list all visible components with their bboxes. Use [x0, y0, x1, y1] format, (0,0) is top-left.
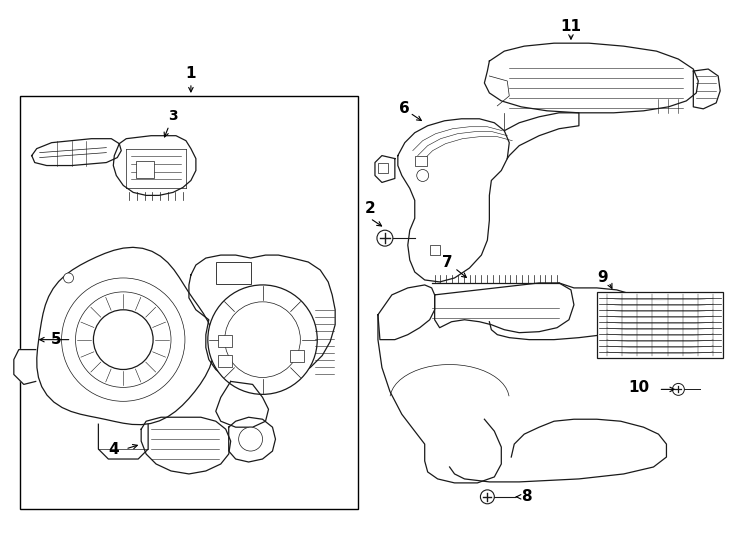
- Circle shape: [64, 273, 73, 283]
- Polygon shape: [98, 424, 148, 459]
- Text: 1: 1: [186, 65, 196, 80]
- Polygon shape: [435, 283, 574, 333]
- Polygon shape: [504, 113, 579, 159]
- Polygon shape: [229, 417, 275, 462]
- Polygon shape: [141, 417, 230, 474]
- Bar: [291, 349, 305, 361]
- Circle shape: [377, 230, 393, 246]
- Circle shape: [62, 278, 185, 401]
- Circle shape: [672, 383, 684, 395]
- Text: 2: 2: [365, 201, 375, 216]
- Polygon shape: [694, 69, 720, 109]
- Polygon shape: [378, 315, 501, 483]
- Bar: [20, 96, 358, 509]
- Text: 8: 8: [521, 489, 532, 504]
- Text: 4: 4: [108, 442, 119, 457]
- Text: 9: 9: [597, 271, 608, 286]
- Text: 11: 11: [561, 19, 581, 34]
- Polygon shape: [490, 283, 647, 340]
- Polygon shape: [378, 285, 435, 340]
- Text: 5: 5: [51, 332, 62, 347]
- Circle shape: [225, 302, 300, 377]
- Bar: [216, 262, 250, 284]
- Circle shape: [481, 490, 494, 504]
- Polygon shape: [189, 255, 335, 384]
- Polygon shape: [32, 139, 121, 166]
- Polygon shape: [484, 43, 698, 113]
- Polygon shape: [37, 247, 214, 424]
- Polygon shape: [113, 136, 196, 195]
- Text: 3: 3: [164, 109, 178, 137]
- Text: 10: 10: [628, 380, 650, 395]
- Polygon shape: [449, 419, 666, 482]
- Polygon shape: [398, 119, 509, 282]
- Circle shape: [239, 427, 263, 451]
- Bar: [415, 156, 426, 166]
- Polygon shape: [14, 349, 36, 384]
- Bar: [218, 335, 232, 347]
- Text: 6: 6: [399, 102, 410, 116]
- Bar: [429, 245, 440, 255]
- Text: 7: 7: [443, 254, 453, 269]
- Bar: [378, 163, 388, 172]
- Bar: [597, 292, 723, 357]
- Circle shape: [208, 285, 317, 394]
- Circle shape: [417, 170, 429, 181]
- Bar: [218, 355, 232, 367]
- Circle shape: [93, 310, 153, 369]
- Polygon shape: [375, 156, 395, 183]
- Bar: [137, 160, 154, 179]
- Polygon shape: [216, 381, 269, 427]
- Circle shape: [76, 292, 171, 387]
